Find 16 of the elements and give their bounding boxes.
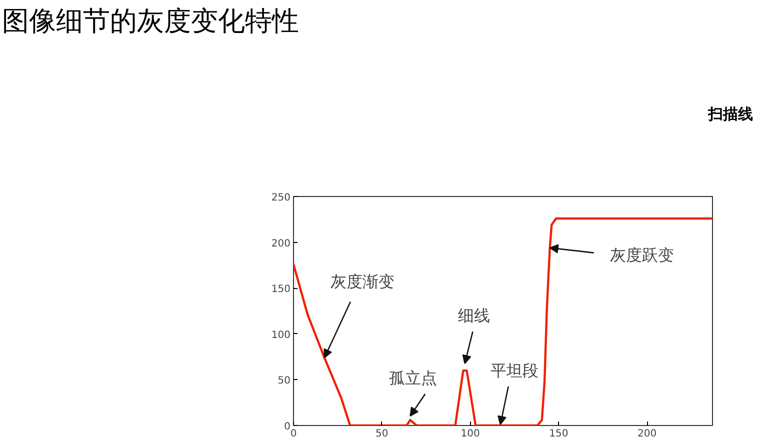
x-tick-label: 50 — [376, 428, 388, 440]
annotation: 灰度渐变 — [330, 273, 394, 292]
annotation: 细线 — [458, 307, 490, 326]
y-tick-label: 150 — [271, 284, 291, 296]
y-tick-label: 50 — [278, 376, 291, 387]
y-tick-label: 200 — [271, 238, 291, 250]
x-tick-label: 200 — [638, 428, 657, 440]
y-tick-label: 0 — [284, 422, 291, 432]
y-tick-label: 250 — [271, 192, 291, 204]
x-tick-label: 150 — [549, 428, 568, 440]
annotation: 孤立点 — [389, 370, 438, 388]
y-tick-label: 100 — [271, 330, 291, 341]
x-tick-label: 100 — [460, 428, 480, 440]
annotation: 灰度跃变 — [610, 246, 674, 264]
annotation: 平坦段 — [490, 362, 538, 380]
chart-title: 图像细节的灰度变化特性 — [2, 5, 299, 38]
